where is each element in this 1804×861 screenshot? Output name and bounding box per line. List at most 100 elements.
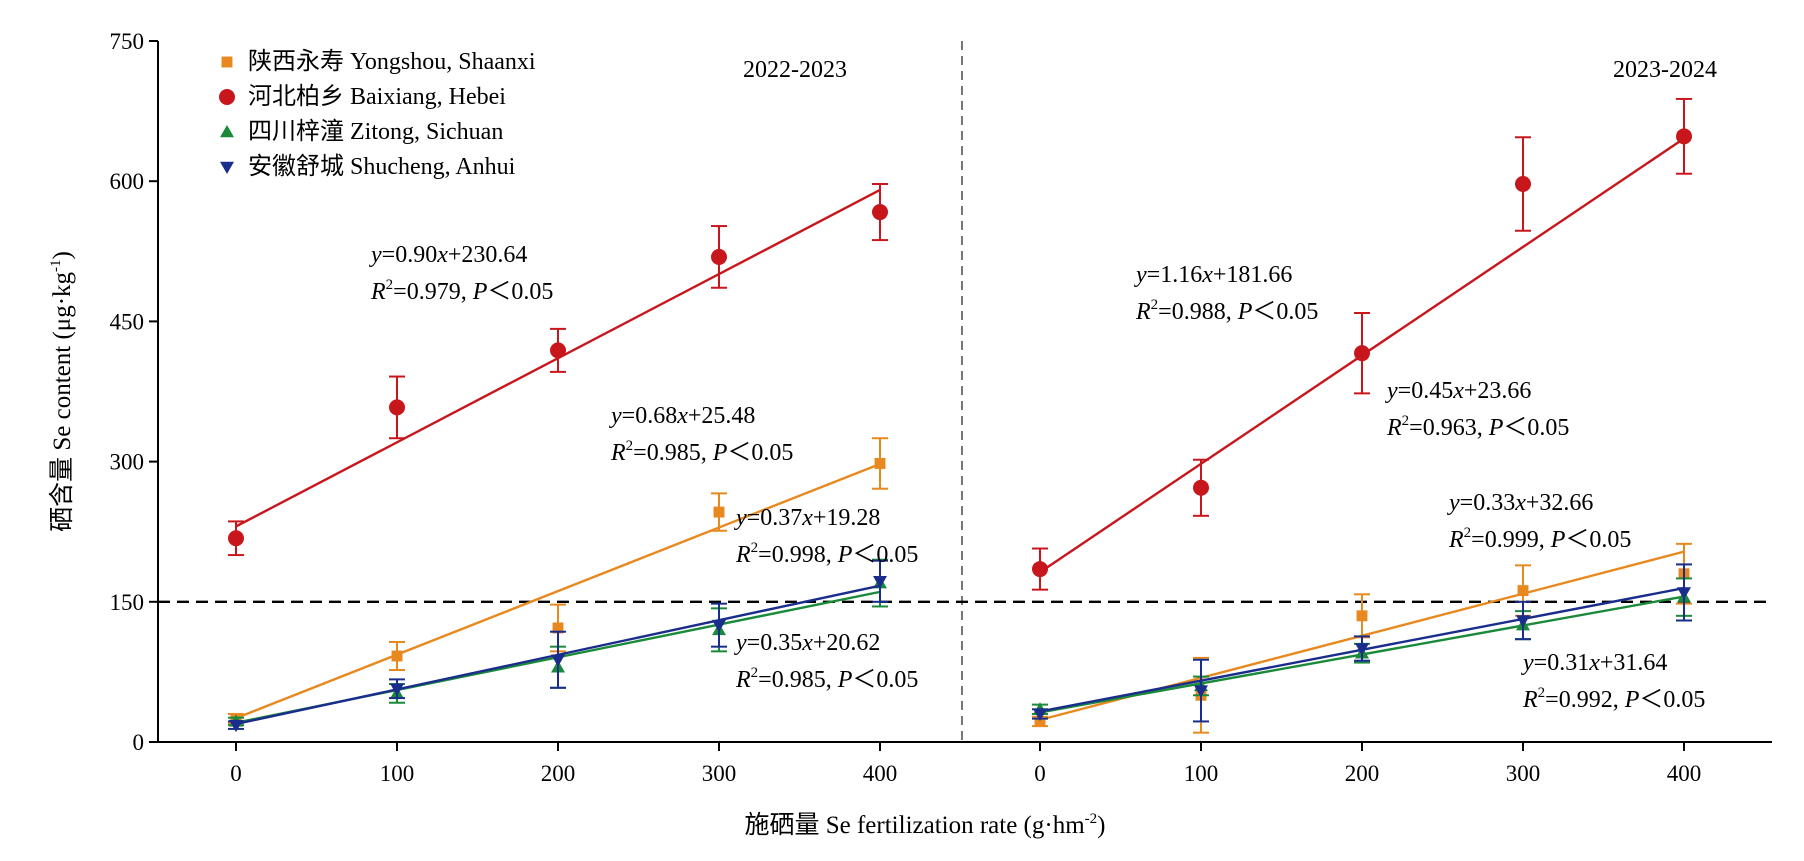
regression-equation: y=0.33x+32.66 [1447,490,1593,516]
eq-slope: =0.45 [1398,378,1454,404]
x-axis-label-text: 施硒量 Se fertilization rate (g·hm [744,811,1085,839]
regression-equation: y=0.45x+23.66 [1385,378,1531,404]
stat-r2: =0.992, [1545,687,1625,713]
data-point-yongshou [1356,610,1368,622]
data-point-baixiang [389,399,405,416]
stat-r2: =0.963, [1409,415,1489,441]
data-point-shucheng [712,619,726,633]
eq-intercept: +32.66 [1526,490,1594,516]
legend-marker-baixiang [219,89,235,105]
stat-r2: =0.979, [393,279,473,305]
eq-y: y [1521,650,1534,676]
stat-p-value: ＜0.05 [1503,415,1569,441]
regression-annotation: y=0.68x+25.48 R2=0.985, P＜0.05 [609,403,793,466]
stat-r2: =0.985, [758,667,838,693]
data-point-baixiang [228,530,244,547]
stat-p: P [837,667,853,693]
stat-p: P [1550,527,1566,553]
regression-stats: R2=0.979, P＜0.05 [370,277,553,305]
eq-intercept: +181.66 [1213,262,1293,288]
eq-y: y [1385,378,1398,404]
legend-label-yongshou: 陕西永寿 Yongshou, Shaanxi [248,48,536,75]
eq-y: y [734,630,747,656]
x-axis-label-sup: -2 [1085,811,1098,827]
x-tick-label: 100 [380,761,415,786]
stat-r2: =0.998, [758,542,838,568]
data-point-shucheng [551,654,565,667]
legend-label-shucheng: 安徽舒城 Shucheng, Anhui [248,153,516,180]
eq-intercept: +20.62 [813,630,881,656]
stat-r: R [1135,299,1151,325]
regression-stats: R2=0.998, P＜0.05 [735,540,918,568]
legend-item-baixiang: 河北柏乡 Baixiang, Hebei [219,83,506,110]
regression-annotation: y=1.16x+181.66 R2=0.988, P＜0.05 [1134,262,1318,325]
data-point-shucheng [390,683,404,696]
data-point-yongshou [874,458,886,469]
eq-y: y [1134,262,1147,288]
axes: 0 150 300 450 600 750 0 100 200 300 400 0 100 200 300 4… [48,29,1772,839]
data-point-shucheng [1194,685,1208,698]
data-point-yongshou [713,506,725,518]
data-point-shucheng [873,575,887,589]
y-tick-label: 750 [110,29,145,54]
regression-stats: R2=0.985, P＜0.05 [735,665,918,693]
data-point-baixiang [1354,345,1370,362]
x-tick-label: 200 [541,761,576,786]
eq-x: x [1514,490,1526,516]
regression-annotation: y=0.31x+31.64 R2=0.992, P＜0.05 [1521,650,1705,713]
regression-equation: y=0.35x+20.62 [734,630,880,656]
eq-slope: =0.68 [622,403,678,429]
series-shucheng [1032,563,1692,723]
data-point-yongshou [552,622,564,634]
eq-x: x [1452,378,1464,404]
regression-stats: R2=0.985, P＜0.05 [610,438,793,466]
stat-r-sup: 2 [626,438,634,454]
x-axis-label: 施硒量 Se fertilization rate (g·hm-2) [744,811,1105,839]
eq-intercept: +230.64 [448,242,528,268]
stat-r-sup: 2 [1151,297,1159,313]
stat-p: P [712,440,728,466]
legend-label-zitong: 四川梓潼 Zitong, Sichuan [248,118,503,145]
regression-stats: R2=0.988, P＜0.05 [1135,297,1318,325]
eq-intercept: +25.48 [688,403,756,429]
eq-x: x [801,630,813,656]
x-tick-label: 100 [1184,761,1219,786]
data-point-shucheng [229,719,243,733]
eq-slope: =0.33 [1460,490,1516,516]
stat-p-value: ＜0.05 [852,667,918,693]
eq-slope: =1.16 [1147,262,1203,288]
data-point-yongshou [391,650,403,662]
stat-p-value: ＜0.05 [1252,299,1318,325]
stat-r: R [370,279,386,305]
eq-y: y [369,242,382,268]
data-point-baixiang [1193,479,1209,496]
eq-slope: =0.90 [382,242,438,268]
x-tick-label: 400 [863,761,898,786]
legend-marker-shucheng [220,161,234,174]
stat-r-sup: 2 [386,277,394,293]
legend-item-zitong: 四川梓潼 Zitong, Sichuan [220,118,503,145]
regression-equation: y=1.16x+181.66 [1134,262,1292,288]
regression-annotation: y=0.33x+32.66 R2=0.999, P＜0.05 [1447,490,1631,553]
stat-r2: =0.985, [633,440,713,466]
data-point-shucheng [1677,587,1691,600]
stat-p-value: ＜0.05 [487,279,553,305]
x-tick-label: 300 [1506,761,1541,786]
panel-2023-2024 [1032,97,1692,734]
series-baixiang [228,183,888,557]
eq-slope: =0.37 [747,505,803,531]
data-point-baixiang [1032,561,1048,578]
data-point-shucheng [1516,615,1530,628]
series-shucheng [228,559,888,733]
eq-y: y [609,403,622,429]
y-tick-label: 0 [133,730,145,755]
stat-p-value: ＜0.05 [852,542,918,568]
y-tick-label: 600 [110,169,145,194]
panel-2022-2023 [228,183,888,733]
legend-marker-yongshou [221,56,233,68]
data-point-baixiang [1676,128,1692,145]
y-axis-label-text: 硒含量 Se content (μg·kg [48,271,76,531]
regression-annotation: y=0.90x+230.64 R2=0.979, P＜0.05 [369,242,553,305]
